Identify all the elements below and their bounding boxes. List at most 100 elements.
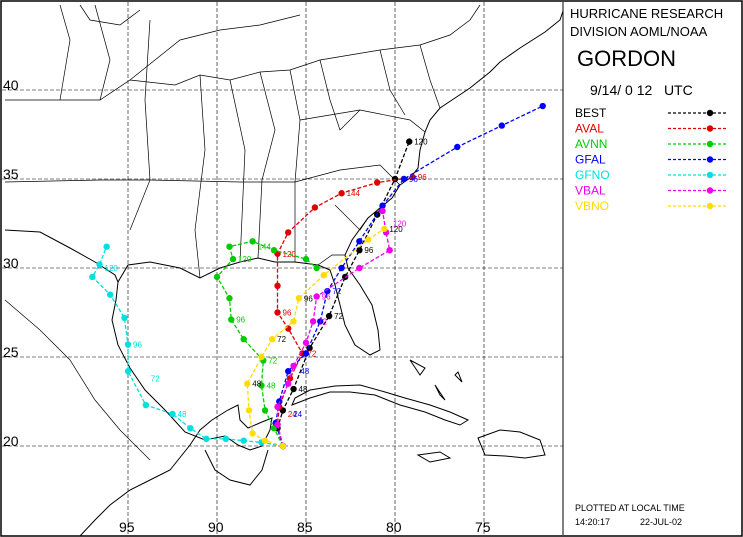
forecast-hour-label: 120 xyxy=(414,138,428,147)
legend-label: GFNO xyxy=(575,168,610,182)
plot-date: 22-JUL-02 xyxy=(640,517,682,527)
track-point-vbno xyxy=(365,236,372,243)
track-point-avnn xyxy=(270,247,278,254)
track-point-vbal xyxy=(274,403,281,411)
track-point-best xyxy=(406,138,413,145)
track-point-vbal xyxy=(313,293,320,300)
track-point-gfno xyxy=(124,368,132,375)
track-line-gfal xyxy=(275,105,543,447)
legend-label: VBNO xyxy=(575,199,609,213)
forecast-hour-label: 96 xyxy=(304,294,313,303)
track-point-avnn xyxy=(261,407,269,414)
track-point-gfno xyxy=(103,243,110,250)
lat-label-30: 30 xyxy=(3,255,19,271)
forecast-hour-label: 96 xyxy=(409,175,418,184)
forecast-hour-label: 144 xyxy=(258,243,272,252)
track-point-gfal xyxy=(379,202,386,209)
track-point-gfno xyxy=(142,401,149,409)
lon-label-75: 75 xyxy=(475,519,491,535)
track-point-vbno xyxy=(261,437,269,444)
track-point-vbal xyxy=(379,207,386,215)
track-point-avnn xyxy=(226,295,233,302)
track-point-vbal xyxy=(309,318,317,325)
init-time: 9/14/ 0 12 UTC xyxy=(590,82,693,98)
track-point-aval xyxy=(274,309,281,316)
legend-item-vbal: VBAL xyxy=(575,184,728,198)
axis-labels: 40 35 30 25 20 95 90 85 80 75 xyxy=(3,77,491,535)
org-line-1: HURRICANE RESEARCH xyxy=(570,6,723,21)
track-point-vbal xyxy=(386,247,393,254)
forecast-hour-label: 144 xyxy=(347,189,361,198)
storm-name: GORDON xyxy=(577,46,676,71)
track-point-aval xyxy=(274,282,281,289)
forecast-hour-label: 72 xyxy=(277,335,286,344)
forecast-hour-label: 48 xyxy=(299,385,308,394)
track-point-vbal xyxy=(356,264,363,272)
lon-label-90: 90 xyxy=(208,519,224,535)
track-gfno: 48 72 96 120 xyxy=(89,243,287,450)
track-point-vbno xyxy=(320,271,327,279)
track-point-gfal xyxy=(302,350,310,357)
track-point-gfal xyxy=(324,287,331,295)
track-point-vbal xyxy=(274,421,281,428)
forecast-hour-label: 72 xyxy=(307,349,316,358)
forecast-hour-label: 72 xyxy=(332,287,341,296)
forecast-hour-label: 96 xyxy=(322,292,331,301)
track-point-gfno xyxy=(187,425,194,432)
legend-marker xyxy=(706,202,714,210)
legend-item-best: BEST xyxy=(575,106,728,120)
lat-label-25: 25 xyxy=(3,344,19,360)
track-point-vbno xyxy=(258,353,265,361)
forecast-hour-label: 72 xyxy=(268,357,277,366)
track-point-vbal xyxy=(285,380,292,387)
coastlines xyxy=(4,4,566,537)
track-point-avnn xyxy=(302,255,310,263)
track-point-aval xyxy=(286,375,294,382)
legend-item-aval: AVAL xyxy=(575,122,728,136)
lat-lon-grid xyxy=(2,2,563,535)
track-point-best xyxy=(306,344,313,352)
track-point-best xyxy=(356,247,363,254)
track-point-vbno xyxy=(290,318,297,325)
legend-label: AVNN xyxy=(575,137,607,151)
legend-marker xyxy=(706,140,714,148)
track-point-gfno xyxy=(121,314,128,322)
track-point-aval xyxy=(311,204,319,211)
legend-item-gfno: GFNO xyxy=(575,168,728,182)
track-point-aval xyxy=(285,229,292,236)
forecast-hour-label: 96 xyxy=(364,246,373,255)
track-point-vbno xyxy=(295,295,303,302)
track-point-aval xyxy=(409,174,416,181)
forecast-hour-label: 120 xyxy=(389,225,403,234)
track-point-gfno xyxy=(169,410,176,418)
legend-item-avnn: AVNN xyxy=(575,137,728,151)
track-point-avnn xyxy=(213,273,221,281)
forecast-hour-label: 48 xyxy=(267,381,276,390)
track-point-vbal xyxy=(290,362,297,370)
legend-marker xyxy=(706,109,714,117)
legend-marker xyxy=(706,125,714,132)
track-point-gfno xyxy=(107,291,114,298)
track-point-gfal xyxy=(498,122,505,129)
track-point-gfno xyxy=(124,341,132,348)
lon-label-80: 80 xyxy=(386,519,402,535)
info-panel xyxy=(563,2,741,535)
legend-marker xyxy=(706,171,714,179)
track-point-aval xyxy=(374,179,381,186)
track-point-avnn xyxy=(249,238,256,245)
forecast-hour-label: 24 xyxy=(293,410,302,419)
legend-marker xyxy=(706,187,714,194)
lat-label-20: 20 xyxy=(3,433,19,449)
track-point-gfno xyxy=(222,435,230,443)
track-point-vbno xyxy=(279,442,287,450)
forecast-hour-label: 120 xyxy=(105,264,119,273)
forecast-hour-label: 96 xyxy=(418,173,427,182)
track-point-vbno xyxy=(268,336,276,343)
track-point-avnn xyxy=(313,264,320,272)
legend-marker xyxy=(706,156,714,163)
